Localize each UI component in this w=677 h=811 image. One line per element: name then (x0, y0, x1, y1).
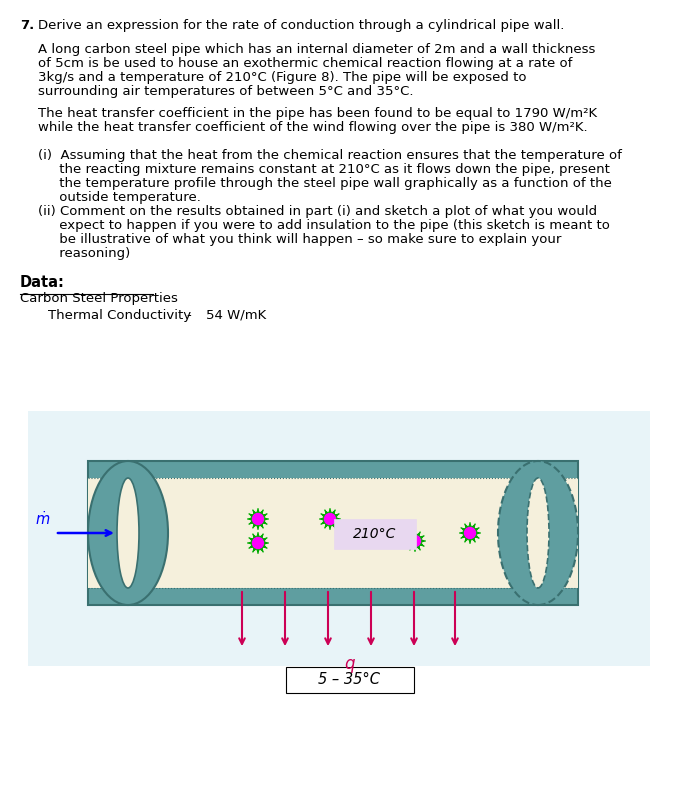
Ellipse shape (527, 478, 549, 588)
Circle shape (464, 527, 475, 539)
Ellipse shape (117, 478, 139, 588)
Text: Thermal Conductivity: Thermal Conductivity (48, 309, 191, 322)
Text: of 5cm is be used to house an exothermic chemical reaction flowing at a rate of: of 5cm is be used to house an exothermic… (38, 57, 572, 70)
FancyBboxPatch shape (28, 411, 650, 666)
Text: outside temperature.: outside temperature. (38, 191, 201, 204)
Text: reasoning): reasoning) (38, 247, 130, 260)
Ellipse shape (88, 461, 168, 605)
FancyBboxPatch shape (88, 461, 578, 605)
Text: q: q (344, 655, 355, 673)
Text: the reacting mixture remains constant at 210°C as it flows down the pipe, presen: the reacting mixture remains constant at… (38, 163, 610, 176)
Text: 5 – 35°C: 5 – 35°C (318, 672, 380, 688)
Circle shape (253, 513, 263, 525)
Text: (ii) Comment on the results obtained in part (i) and sketch a plot of what you w: (ii) Comment on the results obtained in … (38, 205, 597, 218)
Text: A long carbon steel pipe which has an internal diameter of 2m and a wall thickne: A long carbon steel pipe which has an in… (38, 43, 595, 56)
FancyBboxPatch shape (286, 667, 414, 693)
Text: Derive an expression for the rate of conduction through a cylindrical pipe wall.: Derive an expression for the rate of con… (38, 19, 565, 32)
Text: 3kg/s and a temperature of 210°C (Figure 8). The pipe will be exposed to: 3kg/s and a temperature of 210°C (Figure… (38, 71, 527, 84)
Text: be illustrative of what you think will happen – so make sure to explain your: be illustrative of what you think will h… (38, 233, 561, 246)
FancyBboxPatch shape (334, 519, 416, 549)
Text: expect to happen if you were to add insulation to the pipe (this sketch is meant: expect to happen if you were to add insu… (38, 219, 610, 232)
Circle shape (253, 538, 263, 548)
FancyBboxPatch shape (88, 478, 578, 588)
Text: 54 W/mK: 54 W/mK (206, 309, 266, 322)
Text: -: - (186, 309, 191, 322)
Text: (i)  Assuming that the heat from the chemical reaction ensures that the temperat: (i) Assuming that the heat from the chem… (38, 149, 622, 162)
Text: Data:: Data: (20, 275, 65, 290)
Text: surrounding air temperatures of between 5°C and 35°C.: surrounding air temperatures of between … (38, 85, 414, 98)
Text: 210°C: 210°C (353, 527, 397, 541)
Text: $\dot{m}$: $\dot{m}$ (35, 510, 51, 528)
Circle shape (324, 513, 336, 525)
Text: while the heat transfer coefficient of the wind flowing over the pipe is 380 W/m: while the heat transfer coefficient of t… (38, 121, 588, 134)
Text: Carbon Steel Properties: Carbon Steel Properties (20, 292, 178, 305)
Text: The heat transfer coefficient in the pipe has been found to be equal to 1790 W/m: The heat transfer coefficient in the pip… (38, 107, 597, 120)
Circle shape (410, 535, 420, 547)
Text: 7.: 7. (20, 19, 35, 32)
Ellipse shape (498, 461, 578, 605)
Text: the temperature profile through the steel pipe wall graphically as a function of: the temperature profile through the stee… (38, 177, 612, 190)
